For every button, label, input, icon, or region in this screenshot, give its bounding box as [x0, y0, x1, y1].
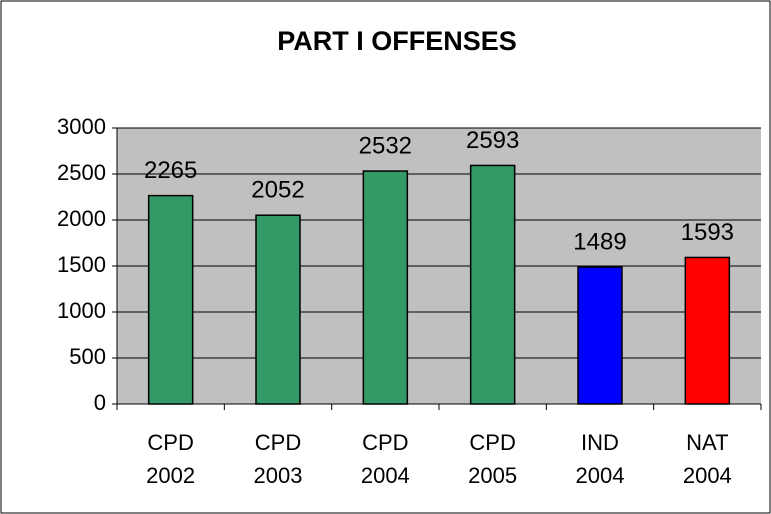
- bar: [255, 214, 301, 405]
- y-tick-label: 0: [94, 390, 106, 415]
- x-tick-label: CPD 2002: [146, 430, 196, 488]
- y-tick-label: 2000: [57, 206, 106, 231]
- x-tick-label: NAT 2004: [682, 430, 732, 488]
- y-tick-label: 500: [69, 344, 106, 369]
- x-tick-label: CPD 2005: [468, 430, 518, 488]
- x-tick-label: CPD 2003: [253, 430, 303, 488]
- bar: [684, 256, 731, 405]
- bar: [577, 266, 623, 405]
- y-tick-label: 3000: [57, 114, 106, 139]
- data-label: 2052: [251, 177, 304, 204]
- y-tick-label: 2500: [57, 160, 106, 185]
- data-label: 2593: [466, 127, 519, 154]
- chart-title: PART I OFFENSES: [277, 26, 517, 56]
- x-tick-label: CPD 2004: [360, 430, 410, 488]
- data-label: 1489: [573, 228, 626, 255]
- y-tick-label: 1000: [57, 298, 106, 323]
- y-tick-label: 1500: [57, 252, 106, 277]
- bar: [362, 170, 409, 405]
- bar: [147, 194, 194, 405]
- data-label: 1593: [681, 219, 734, 246]
- data-label: 2265: [144, 157, 197, 184]
- x-tick-label: IND 2004: [575, 430, 625, 488]
- data-label: 2532: [359, 132, 412, 159]
- bar: [469, 164, 516, 405]
